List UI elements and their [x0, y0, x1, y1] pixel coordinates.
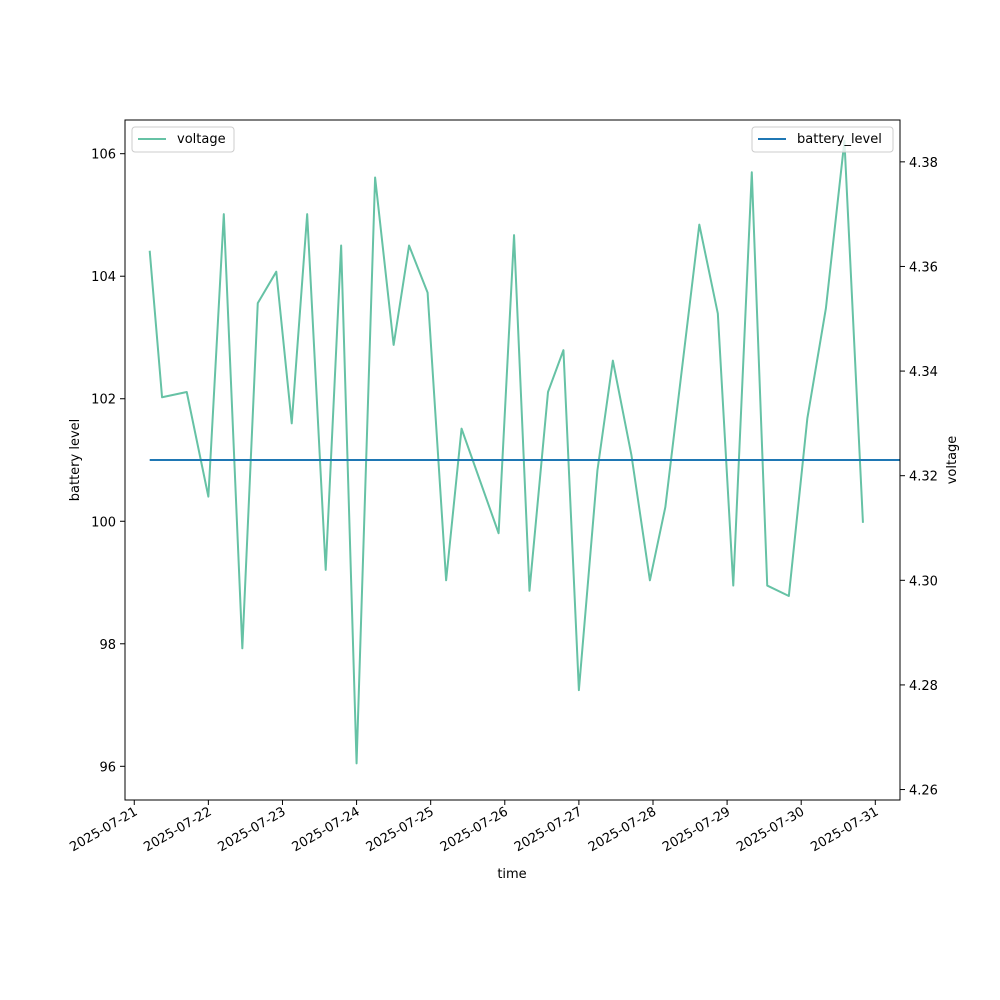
y-tick-label-left: 102: [91, 393, 116, 408]
y-tick-label-left: 96: [99, 760, 116, 775]
legend-voltage: voltage: [131, 126, 235, 153]
plot-frame: [124, 119, 901, 801]
y-tick-label-left: 98: [99, 638, 116, 653]
y-tick-label-right: 4.36: [909, 260, 938, 275]
y-tick-label-left: 106: [91, 148, 116, 163]
y-tick-label-left: 100: [91, 515, 116, 530]
y-axis-label-right: voltage: [945, 436, 960, 485]
y-tick-label-right: 4.28: [909, 679, 938, 694]
y-axis-label-left: battery level: [68, 419, 83, 502]
y-tick-label-right: 4.26: [909, 784, 938, 799]
legend-battery-level-label: battery_level: [797, 132, 882, 147]
y-tick-label-right: 4.34: [909, 365, 938, 380]
y-tick-label-right: 4.32: [909, 470, 938, 485]
series-line-voltage: [148, 139, 864, 765]
y-tick-label-left: 104: [91, 270, 116, 285]
y-tick-label-right: 4.38: [909, 156, 938, 171]
legend-voltage-label: voltage: [177, 132, 226, 147]
x-axis-label: time: [497, 867, 526, 882]
y-tick-label-right: 4.30: [909, 574, 938, 589]
legend-battery-level: battery_level: [751, 126, 894, 153]
